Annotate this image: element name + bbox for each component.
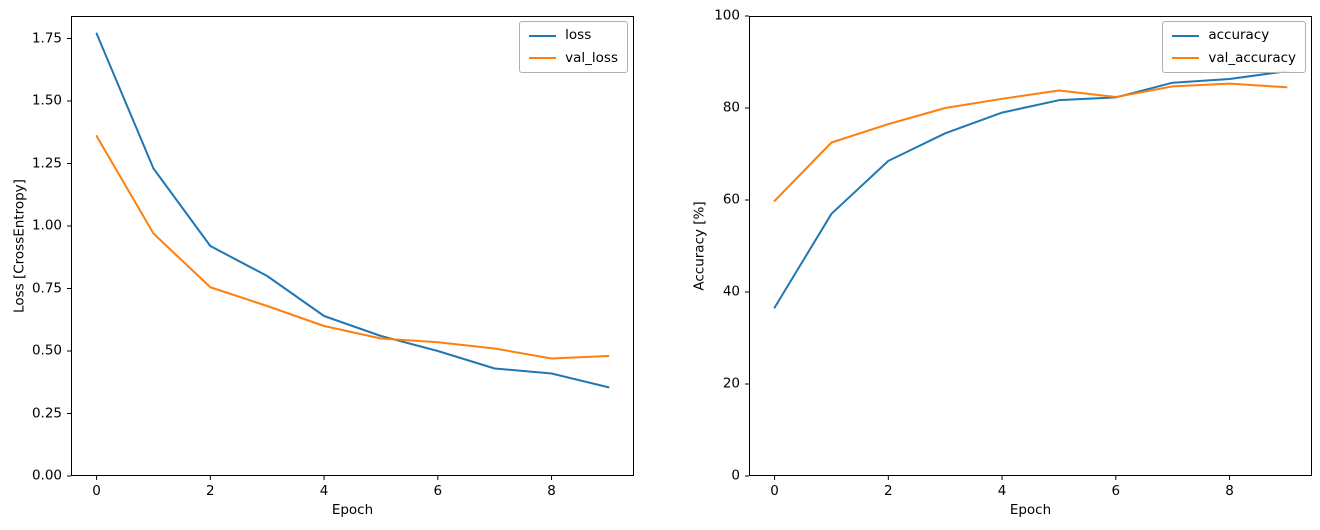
accuracy-legend-line-icon bbox=[1172, 34, 1200, 37]
loss-legend: loss val_loss bbox=[519, 21, 628, 74]
legend-entry-loss: loss bbox=[529, 27, 618, 44]
x-tick-label-0: 0 bbox=[92, 483, 101, 499]
y-tick-label-1.50: 1.50 bbox=[31, 92, 62, 109]
y-tick-label-1.00: 1.00 bbox=[31, 217, 62, 234]
axes-spines bbox=[749, 16, 1312, 476]
legend-entry-val_accuracy: val_accuracy bbox=[1172, 49, 1296, 67]
accuracy-x-axis-label: Epoch bbox=[1009, 502, 1052, 518]
x-tick-label-2: 2 bbox=[884, 483, 893, 499]
x-tick-label-8: 8 bbox=[547, 483, 556, 499]
y-tick-label-0: 0 bbox=[731, 467, 740, 484]
y-tick-label-1.25: 1.25 bbox=[31, 154, 62, 171]
y-tick-label-100: 100 bbox=[714, 7, 740, 24]
val_accuracy-line bbox=[773, 82, 1288, 202]
legend-label-val_accuracy: val_accuracy bbox=[1208, 49, 1296, 66]
accuracy-y-axis-label: Accuracy [%] bbox=[691, 201, 708, 291]
val_loss-legend-line-icon bbox=[529, 57, 557, 60]
loss-chart-axes: Loss [CrossEntropy] Epoch loss val_loss 0… bbox=[11, 16, 634, 517]
y-tick-label-80: 80 bbox=[722, 99, 740, 116]
x-tick-label-2: 2 bbox=[206, 483, 215, 499]
accuracy-chart-axes: Accuracy [%] Epoch accuracy val_accuracy … bbox=[691, 9, 1312, 517]
loss-y-axis-label: Loss [CrossEntropy] bbox=[11, 179, 28, 313]
y-tick-label-0.00: 0.00 bbox=[31, 467, 62, 484]
y-tick-label-20: 20 bbox=[722, 375, 740, 392]
x-tick-label-6: 6 bbox=[433, 483, 443, 499]
x-tick-label-4: 4 bbox=[997, 483, 1007, 499]
y-tick-label-0.75: 0.75 bbox=[31, 279, 62, 296]
x-tick-label-4: 4 bbox=[319, 483, 329, 499]
legend-label-loss: loss bbox=[565, 27, 592, 43]
x-tick-label-6: 6 bbox=[1111, 483, 1121, 499]
val_accuracy-legend-line-icon bbox=[1172, 57, 1200, 60]
accuracy-plot-area bbox=[745, 15, 1312, 480]
y-tick-label-40: 40 bbox=[722, 283, 740, 300]
loss-x-axis-label: Epoch bbox=[331, 502, 374, 518]
y-tick-label-1.75: 1.75 bbox=[31, 29, 62, 46]
legend-entry-accuracy: accuracy bbox=[1172, 27, 1296, 44]
val_loss-line bbox=[95, 135, 610, 360]
y-tick-label-0.25: 0.25 bbox=[31, 404, 62, 421]
y-tick-label-60: 60 bbox=[722, 191, 740, 208]
loss-legend-line-icon bbox=[529, 34, 557, 37]
loss-line bbox=[95, 32, 610, 389]
accuracy-line bbox=[773, 70, 1288, 309]
axes-spines bbox=[71, 16, 634, 476]
legend-label-accuracy: accuracy bbox=[1208, 27, 1270, 43]
legend-entry-val_loss: val_loss bbox=[529, 49, 618, 67]
x-tick-label-8: 8 bbox=[1225, 483, 1234, 499]
loss-plot-area bbox=[67, 16, 634, 480]
accuracy-legend: accuracy val_accuracy bbox=[1162, 21, 1306, 74]
legend-label-val_loss: val_loss bbox=[565, 49, 618, 66]
x-tick-label-0: 0 bbox=[770, 483, 779, 499]
y-tick-label-0.50: 0.50 bbox=[31, 342, 62, 359]
